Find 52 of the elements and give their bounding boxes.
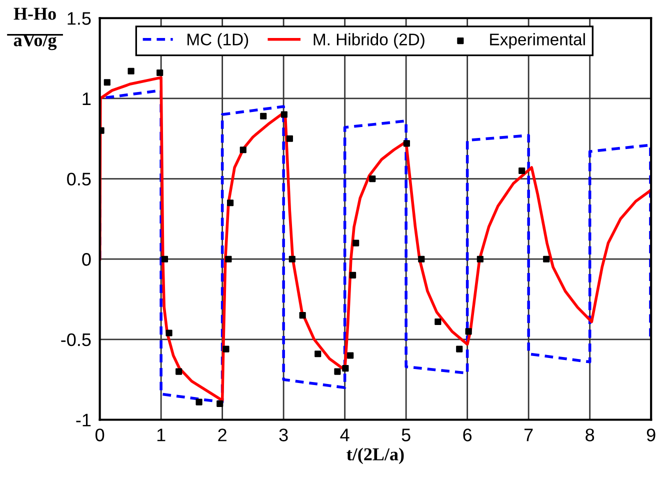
point	[299, 312, 306, 319]
point	[104, 79, 110, 86]
point	[314, 350, 322, 358]
x-tick-label: 9	[646, 428, 656, 442]
point	[418, 256, 425, 262]
point	[543, 256, 550, 262]
point	[476, 256, 484, 262]
x-tick-label: 1	[157, 428, 166, 442]
point	[166, 330, 172, 336]
point	[352, 240, 360, 246]
y-tick-label: 0.5	[67, 172, 91, 186]
legend-label: M. Hibrido (2D)	[314, 33, 424, 49]
x-tick-label: 8	[586, 428, 594, 442]
point	[342, 365, 349, 372]
point	[216, 400, 224, 407]
point	[434, 318, 442, 326]
point	[156, 69, 164, 76]
point	[456, 346, 463, 352]
x-tick-label: 5	[402, 428, 410, 442]
point	[196, 398, 202, 406]
point	[518, 167, 526, 174]
point	[369, 175, 376, 182]
point	[222, 346, 230, 352]
point	[286, 135, 293, 142]
x-tick-label: 2	[218, 428, 226, 442]
x-tick-label: 6	[463, 428, 472, 442]
point	[161, 256, 168, 262]
point	[349, 272, 356, 278]
y-tick-label: -0.5	[61, 333, 91, 346]
point	[226, 200, 234, 206]
legend-label: MC (1D)	[188, 33, 248, 49]
x-tick-label: 3	[279, 428, 288, 442]
point	[288, 256, 296, 262]
x-axis-title: t/(2L/a)	[346, 448, 404, 464]
point	[280, 111, 288, 118]
point	[334, 368, 341, 375]
x-tick-label: 7	[524, 428, 533, 442]
y-tick-label: -1	[76, 414, 91, 426]
point	[240, 146, 246, 154]
point	[465, 328, 472, 335]
point	[260, 112, 267, 120]
y-tick-label: 1	[82, 92, 91, 105]
y-tick-label: 1.5	[68, 12, 91, 25]
legend-label: Experimental	[490, 33, 585, 49]
x-tick-label: 4	[340, 428, 350, 442]
point	[225, 256, 232, 262]
y-tick-label: 0	[82, 253, 91, 266]
point	[347, 352, 354, 359]
x-tick-label: 0	[95, 428, 104, 442]
point	[403, 140, 410, 147]
point	[176, 368, 182, 375]
point	[128, 68, 134, 74]
